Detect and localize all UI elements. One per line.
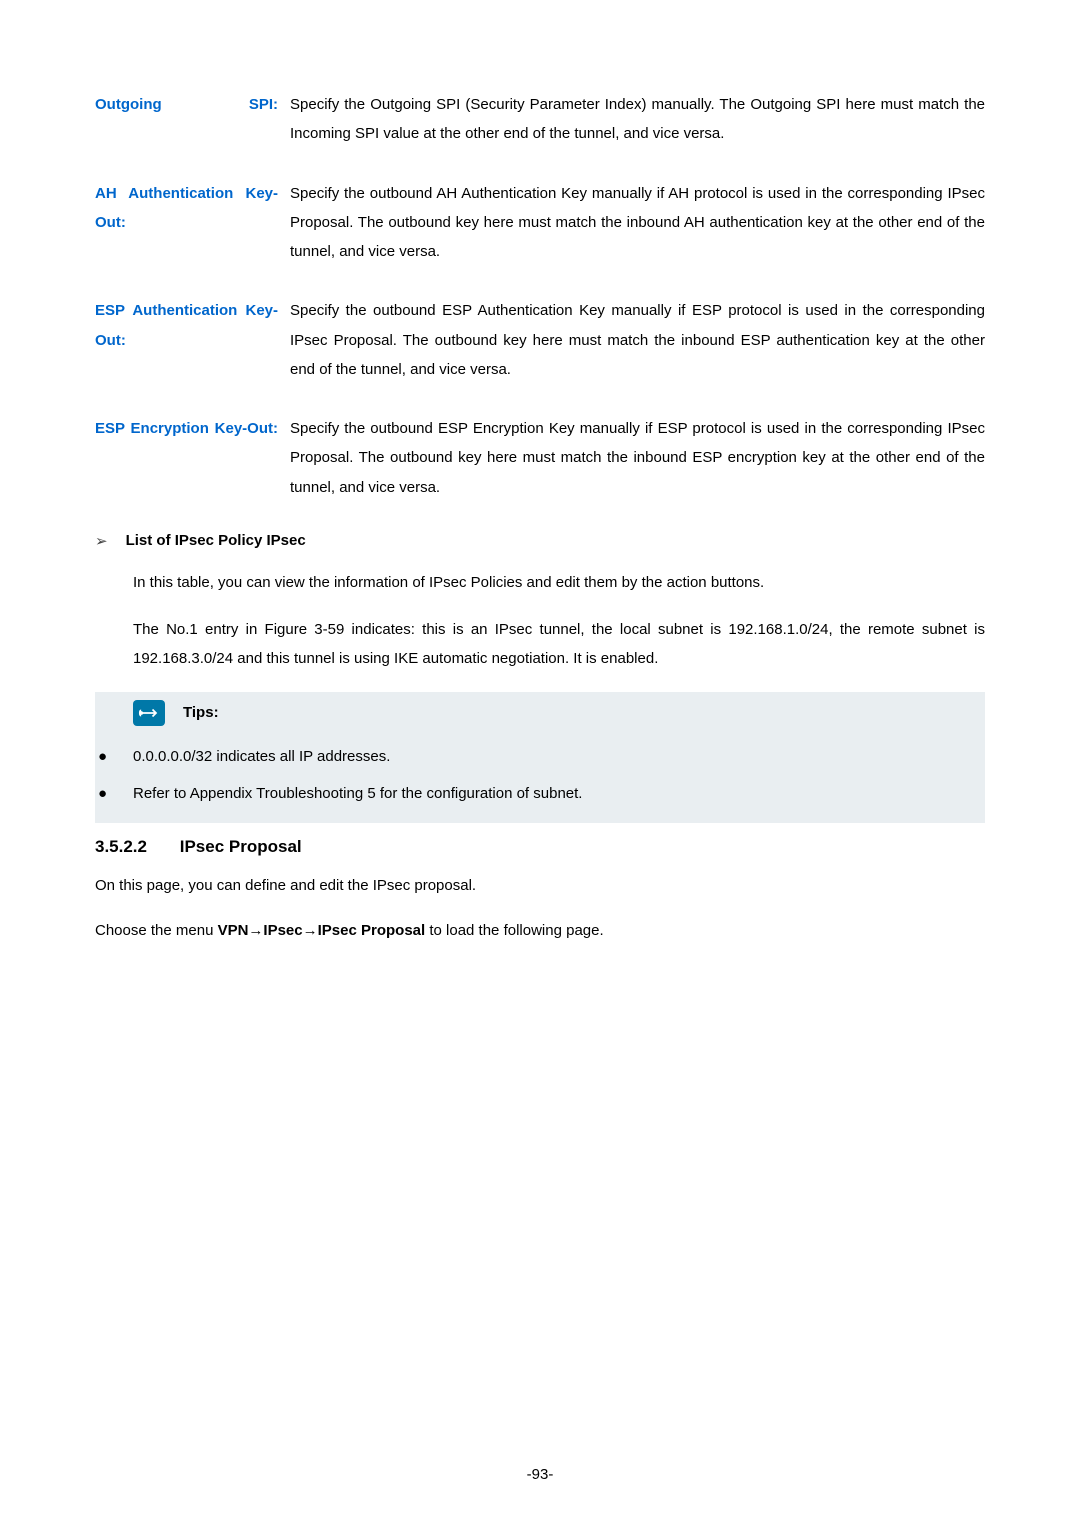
definition-term: ESP Encryption Key-Out: xyxy=(95,414,290,502)
definition-row: Outgoing SPI: Specify the Outgoing SPI (… xyxy=(95,90,985,149)
definition-row: ESP Encryption Key-Out: Specify the outb… xyxy=(95,414,985,502)
text-prefix: Choose the menu xyxy=(95,922,218,939)
page-number: -93- xyxy=(0,1466,1080,1483)
definition-row: ESP Authentication Key-Out: Specify the … xyxy=(95,296,985,384)
paragraph: In this table, you can view the informat… xyxy=(133,568,985,597)
section-heading-list-ipsec: ➢ List of IPsec Policy IPsec xyxy=(95,532,985,550)
tips-bullet-text: Refer to Appendix Troubleshooting 5 for … xyxy=(133,781,985,807)
paragraph-menu-path: Choose the menu VPN→IPsec→IPsec Proposal… xyxy=(95,916,985,945)
section-title: List of IPsec Policy IPsec xyxy=(126,532,306,549)
subsection-number: 3.5.2.2 xyxy=(95,837,147,857)
subsection-heading: 3.5.2.2 IPsec Proposal xyxy=(95,837,985,857)
definition-term: AH Authentication Key-Out: xyxy=(95,179,290,267)
tips-bullet-item: ● Refer to Appendix Troubleshooting 5 fo… xyxy=(95,775,985,813)
definition-term: Outgoing SPI: xyxy=(95,90,290,149)
tips-bullet-item: ● 0.0.0.0.0/32 indicates all IP addresse… xyxy=(95,738,985,776)
definition-term: ESP Authentication Key-Out: xyxy=(95,296,290,384)
chevron-right-icon: ➢ xyxy=(95,532,108,550)
tips-header: Tips: xyxy=(95,692,985,738)
definition-description: Specify the outbound ESP Encryption Key … xyxy=(290,414,985,502)
paragraph: The No.1 entry in Figure 3-59 indicates:… xyxy=(133,615,985,674)
tips-bullet-text: 0.0.0.0.0/32 indicates all IP addresses. xyxy=(133,744,985,770)
text-suffix: to load the following page. xyxy=(425,922,603,939)
subsection-title: IPsec Proposal xyxy=(180,837,302,856)
paragraph: On this page, you can define and edit th… xyxy=(95,871,985,900)
tips-callout: Tips: ● 0.0.0.0.0/32 indicates all IP ad… xyxy=(95,692,985,823)
bullet-icon: ● xyxy=(95,744,133,770)
definitions-block: Outgoing SPI: Specify the Outgoing SPI (… xyxy=(95,90,985,502)
bullet-icon: ● xyxy=(95,781,133,807)
hand-pointer-icon xyxy=(133,700,165,726)
menu-path-bold: VPN→IPsec→IPsec Proposal xyxy=(218,922,426,939)
definition-description: Specify the outbound AH Authentication K… xyxy=(290,179,985,267)
definition-description: Specify the Outgoing SPI (Security Param… xyxy=(290,90,985,149)
definition-row: AH Authentication Key-Out: Specify the o… xyxy=(95,179,985,267)
tips-title: Tips: xyxy=(183,704,219,721)
definition-description: Specify the outbound ESP Authentication … xyxy=(290,296,985,384)
